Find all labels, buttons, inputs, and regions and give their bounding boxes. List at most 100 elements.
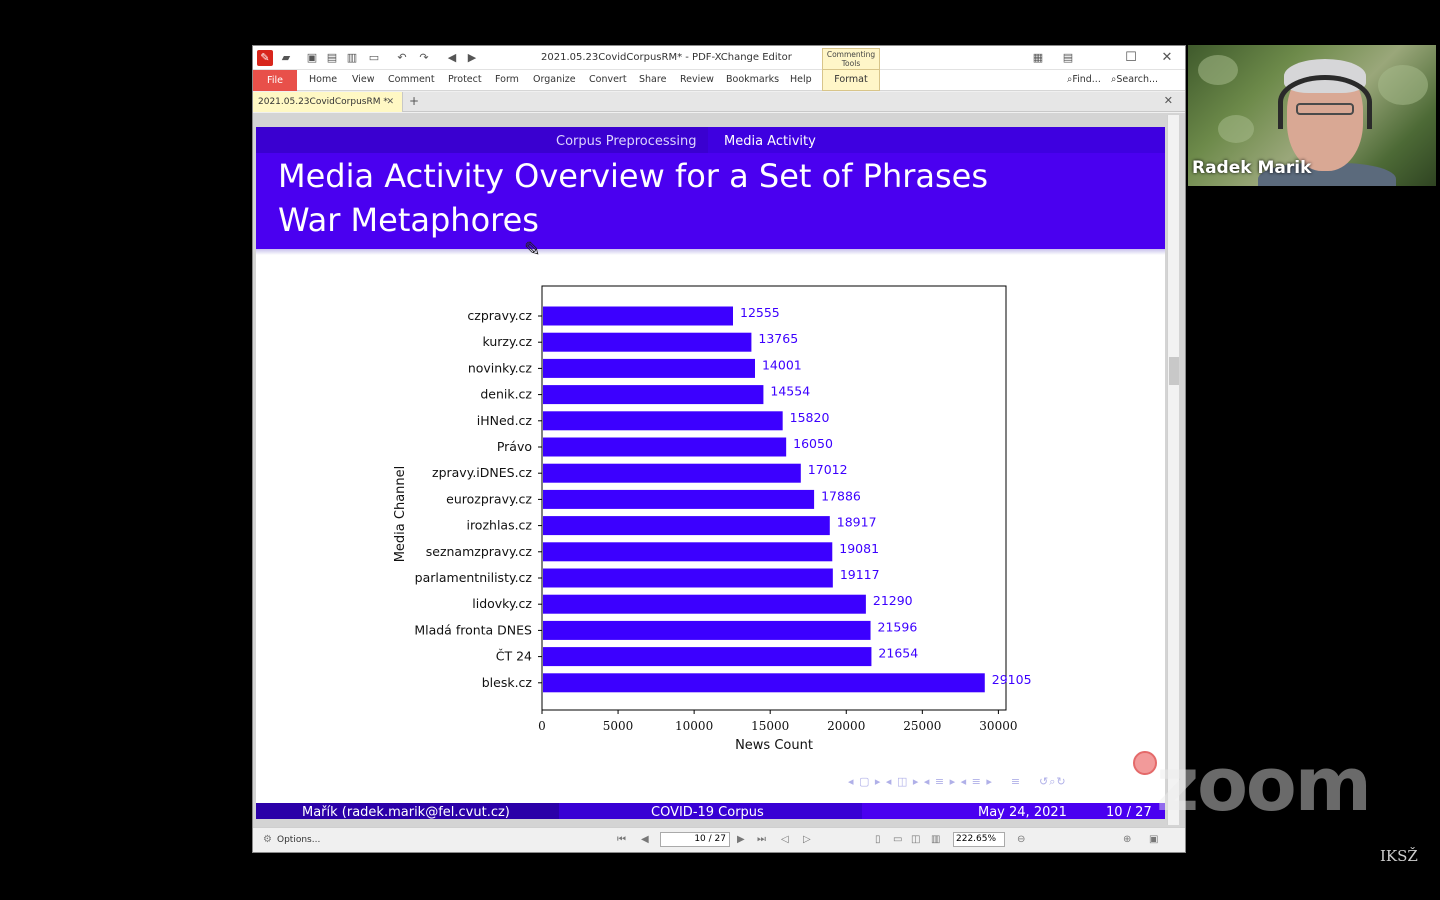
facing-icon[interactable]: ◫ — [911, 834, 921, 845]
last-page-icon[interactable]: ⏭ — [757, 834, 766, 845]
layout-icon[interactable]: ▤ — [1062, 51, 1074, 64]
back-icon[interactable]: ◀ — [447, 51, 457, 64]
y-tick-label: seznamzpravy.cz — [426, 544, 533, 559]
undo-icon[interactable]: ↶ — [397, 51, 407, 64]
next-view-icon[interactable]: ▷ — [803, 834, 811, 845]
bar-value-label: 19117 — [840, 567, 880, 582]
pdf-icon[interactable]: ▣ — [1149, 834, 1159, 845]
menu-comment[interactable]: Comment — [388, 74, 435, 85]
section-corpus-preprocessing[interactable]: Corpus Preprocessing — [556, 134, 697, 149]
section-media-activity[interactable]: Media Activity — [724, 134, 816, 149]
bar — [543, 306, 734, 326]
x-tick-label: 0 — [538, 719, 546, 733]
document-viewport[interactable]: Corpus Preprocessing Media Activity Medi… — [253, 113, 1185, 827]
app-logo-icon[interactable]: ✎ — [257, 50, 273, 66]
new-tab-icon[interactable]: + — [409, 94, 420, 108]
zoom-in-icon[interactable]: ⊕ — [1123, 834, 1132, 845]
footer-title: COVID-19 Corpus — [651, 805, 764, 819]
search-icon: ⌕ — [1111, 74, 1117, 85]
prev-page-icon[interactable]: ◀ — [641, 834, 649, 845]
menu-share[interactable]: Share — [639, 74, 667, 85]
next-page-icon[interactable]: ▶ — [737, 834, 745, 845]
bar — [543, 463, 801, 483]
commenting-tools-context-tab[interactable]: Commenting Tools — [822, 48, 880, 70]
title-bar: ✎ ▰ ▣ ▤ ▥ ▭ ↶ ↷ ◀ ▶ 2021.05.23CovidCorpu… — [253, 46, 1185, 70]
bar-value-label: 17012 — [808, 462, 848, 477]
options-gear-icon: ⚙ — [263, 834, 272, 845]
open-folder-icon[interactable]: ▰ — [281, 51, 291, 64]
first-page-icon[interactable]: ⏮ — [617, 834, 626, 845]
prev-view-icon[interactable]: ◁ — [781, 834, 789, 845]
document-tab-label: 2021.05.23CovidCorpusRM * — [258, 97, 388, 107]
single-page-icon[interactable]: ▯ — [875, 834, 881, 845]
ui-options-icon[interactable]: ▦ — [1032, 51, 1044, 64]
print-icon[interactable]: ▤ — [326, 51, 338, 64]
y-tick-label: lidovky.cz — [472, 596, 532, 611]
bar — [543, 489, 815, 509]
zoom-level-select[interactable]: 222.65% — [953, 832, 1005, 847]
find-button[interactable]: ⌕Find... — [1067, 74, 1101, 85]
search-button[interactable]: ⌕Search... — [1111, 74, 1158, 85]
slide-footer: Mařík (radek.marik@fel.cvut.cz) COVID-19… — [256, 803, 1165, 819]
search-label: Search... — [1116, 74, 1159, 85]
redo-icon[interactable]: ↷ — [419, 51, 429, 64]
y-tick-label: Mladá fronta DNES — [414, 622, 532, 637]
menu-home[interactable]: Home — [309, 74, 338, 85]
bar-value-label: 13765 — [758, 331, 798, 346]
document-tab[interactable]: 2021.05.23CovidCorpusRM * ✕ — [253, 92, 403, 112]
x-tick-label: 10000 — [675, 719, 713, 733]
slide-subtitle: War Metaphores — [278, 201, 539, 239]
continuous-icon[interactable]: ▭ — [893, 834, 903, 845]
menu-bookmarks[interactable]: Bookmarks — [726, 74, 780, 85]
menu-form[interactable]: Form — [495, 74, 519, 85]
y-tick-label: irozhlas.cz — [466, 518, 532, 533]
section-navigation: Corpus Preprocessing Media Activity — [256, 127, 1165, 153]
email-icon[interactable]: ▭ — [368, 51, 380, 64]
bar — [543, 385, 764, 405]
restore-window-button[interactable]: ☐ — [1125, 50, 1137, 65]
beamer-navigation-icons[interactable]: ◂ ▢ ▸ ◂ ◫ ▸ ◂ ≡ ▸ ◂ ≡ ▸ ≡ ↺⌕↻ — [848, 775, 1067, 788]
options-button[interactable]: Options... — [277, 835, 321, 845]
menu-organize[interactable]: Organize — [533, 74, 576, 85]
y-tick-label: parlamentnilisty.cz — [415, 570, 533, 585]
menu-view[interactable]: View — [352, 74, 375, 85]
glasses — [1296, 103, 1354, 115]
footer-author-block: Mařík (radek.marik@fel.cvut.cz) — [256, 803, 559, 819]
cover-icon[interactable]: ▥ — [931, 834, 941, 845]
bar-value-label: 17886 — [821, 488, 861, 503]
menu-file[interactable]: File — [253, 70, 297, 91]
x-tick-label: 5000 — [603, 719, 634, 733]
menu-protect[interactable]: Protect — [448, 74, 482, 85]
save-icon[interactable]: ▣ — [306, 51, 318, 64]
bar — [543, 568, 833, 588]
vertical-scrollbar[interactable] — [1167, 115, 1179, 825]
bar — [543, 542, 833, 562]
close-window-button[interactable]: ✕ — [1161, 50, 1173, 65]
y-tick-label: blesk.cz — [482, 675, 533, 690]
x-axis-label: News Count — [735, 738, 813, 753]
bar — [543, 620, 871, 640]
title-shadow — [256, 249, 1165, 255]
forward-icon[interactable]: ▶ — [467, 51, 477, 64]
y-tick-label: Právo — [497, 439, 532, 454]
window-title: 2021.05.23CovidCorpusRM* - PDF-XChange E… — [541, 52, 792, 63]
zoom-out-icon[interactable]: ⊖ — [1017, 834, 1026, 845]
menu-format[interactable]: Format — [822, 70, 880, 91]
bar — [543, 411, 783, 431]
menu-help[interactable]: Help — [790, 74, 812, 85]
page-number-input[interactable]: 10 / 27 — [660, 832, 730, 847]
footer-date: May 24, 2021 — [978, 805, 1067, 819]
bar-value-label: 21290 — [873, 593, 913, 608]
find-label: Find... — [1072, 74, 1101, 85]
tab-close-icon[interactable]: ✕ — [386, 97, 394, 107]
webcam-video: Radek Marik — [1188, 45, 1436, 186]
scan-icon[interactable]: ▥ — [346, 51, 358, 64]
y-axis-label: Media Channel — [393, 466, 408, 563]
menu-convert[interactable]: Convert — [589, 74, 627, 85]
scrollbar-thumb[interactable] — [1169, 357, 1179, 385]
pen-cursor-icon: ✎ — [524, 237, 541, 261]
close-all-tabs-icon[interactable]: ✕ — [1163, 94, 1173, 107]
menu-review[interactable]: Review — [680, 74, 714, 85]
bar-value-label: 18917 — [837, 515, 877, 530]
